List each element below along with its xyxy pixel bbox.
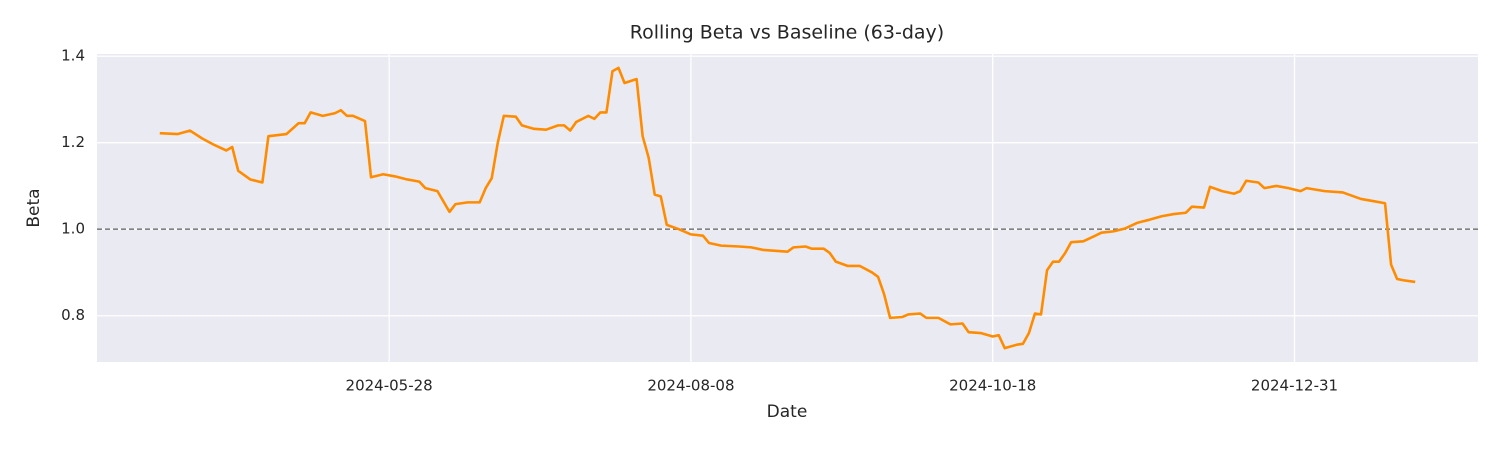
chart-title: Rolling Beta vs Baseline (63-day) [630, 22, 944, 44]
x-tick-label: 2024-08-08 [647, 377, 734, 395]
y-tick-label: 1.2 [61, 133, 85, 151]
x-tick-label: 2024-10-18 [949, 377, 1036, 395]
x-tick-label: 2024-05-28 [346, 377, 433, 395]
line [159, 66, 1416, 350]
x-tick-label: 2024-12-31 [1251, 377, 1338, 395]
y-tick-label: 0.8 [61, 306, 85, 324]
plot-area [97, 54, 1478, 362]
y-tick-label: 1.4 [61, 47, 85, 65]
y-tick-label: 1.0 [61, 220, 85, 238]
x-axis-label: Date [767, 402, 808, 422]
y-axis-label: Beta [24, 188, 44, 227]
